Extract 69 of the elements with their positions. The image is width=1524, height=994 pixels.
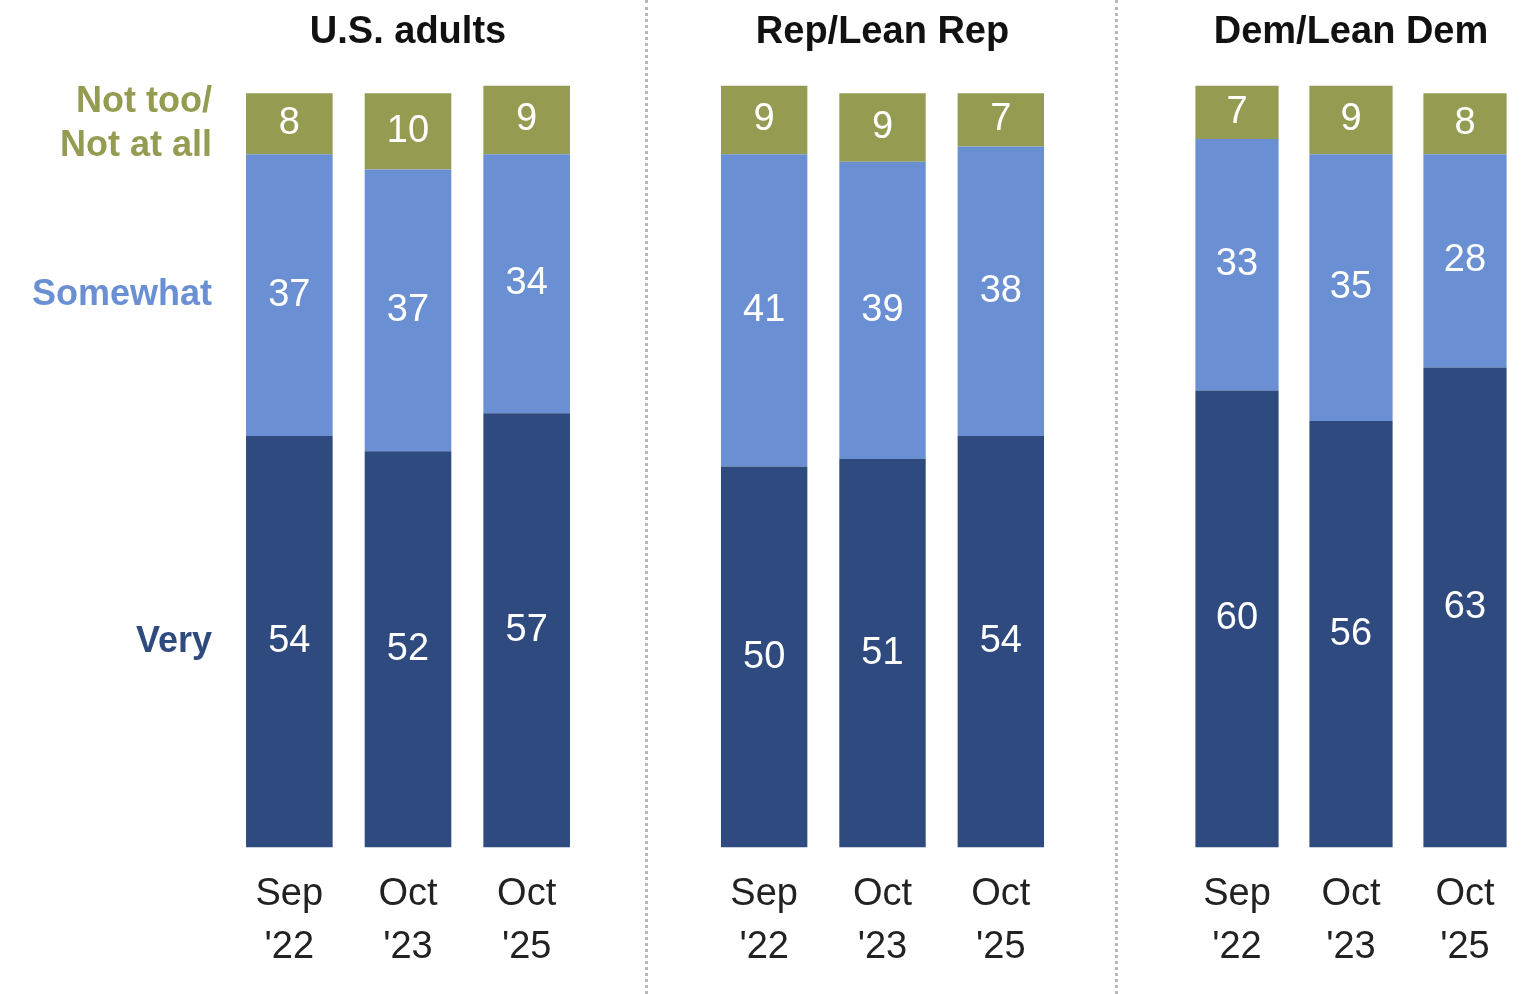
bar <box>720 154 808 467</box>
x-tick-label: Oct '23 <box>378 870 438 966</box>
data-label: 54 <box>268 618 311 661</box>
data-label: 9 <box>1340 96 1362 139</box>
bar <box>839 161 926 459</box>
data-label: 60 <box>1215 595 1259 638</box>
bar <box>483 154 570 414</box>
x-tick-label: Sep '22 <box>255 870 324 966</box>
x-tick-label: Sep '22 <box>730 870 798 966</box>
x-tick-label: Oct '25 <box>1435 870 1495 966</box>
bar <box>1423 93 1507 155</box>
bar <box>720 466 808 848</box>
data-label: 33 <box>1215 241 1259 284</box>
bar <box>839 93 926 162</box>
data-label: 63 <box>1443 584 1487 627</box>
data-label: 8 <box>1454 100 1476 143</box>
series-label: Very <box>135 618 212 660</box>
data-label: 37 <box>268 271 311 314</box>
bar <box>1423 367 1507 848</box>
data-label: 50 <box>743 633 786 676</box>
bar <box>246 436 333 848</box>
bar <box>1309 85 1393 155</box>
bar <box>364 93 452 170</box>
bar <box>957 93 1045 147</box>
bar <box>246 154 333 437</box>
bar <box>1423 154 1507 368</box>
bar <box>1309 420 1393 848</box>
chart-title: U.S. adults <box>309 9 507 52</box>
data-label: 9 <box>753 96 775 139</box>
series-label: Somewhat <box>31 272 212 314</box>
bar <box>1309 154 1393 421</box>
bar <box>957 146 1045 437</box>
chart-title: Dem/Lean Dem <box>1213 9 1489 52</box>
data-label: 41 <box>743 286 786 329</box>
data-label: 56 <box>1329 610 1373 653</box>
bar <box>364 451 452 848</box>
bar <box>1195 85 1279 139</box>
data-label: 35 <box>1329 264 1373 307</box>
x-tick-label: Sep '22 <box>1203 870 1271 966</box>
x-tick-label: Oct '23 <box>1321 870 1381 966</box>
data-label: 7 <box>990 96 1012 139</box>
chart-title: Rep/Lean Rep <box>755 9 1010 52</box>
bar <box>957 436 1045 848</box>
x-tick-label: Oct '25 <box>971 870 1031 966</box>
bar <box>483 413 570 848</box>
data-label: 9 <box>871 103 894 146</box>
data-label: 52 <box>386 625 430 668</box>
data-label: 9 <box>516 96 538 139</box>
bar <box>364 169 452 452</box>
data-label: 51 <box>861 629 904 672</box>
bar <box>483 85 570 155</box>
data-label: 7 <box>1226 88 1248 131</box>
bar <box>720 85 808 155</box>
data-label: 37 <box>386 286 430 329</box>
data-label: 34 <box>505 260 548 303</box>
x-tick-label: Oct '23 <box>852 870 913 966</box>
x-tick-label: Oct '25 <box>497 870 557 966</box>
bar <box>246 93 333 155</box>
series-label: Not too/ Not at all <box>59 78 212 164</box>
data-label: 38 <box>979 267 1022 310</box>
bar <box>839 458 926 848</box>
data-label: 10 <box>386 107 430 150</box>
bar <box>1195 138 1279 391</box>
data-label: 57 <box>505 606 548 649</box>
data-label: 39 <box>861 286 904 329</box>
data-label: 54 <box>979 618 1022 661</box>
bar <box>1195 390 1279 848</box>
data-label: 8 <box>278 100 300 143</box>
data-label: 28 <box>1443 237 1487 280</box>
